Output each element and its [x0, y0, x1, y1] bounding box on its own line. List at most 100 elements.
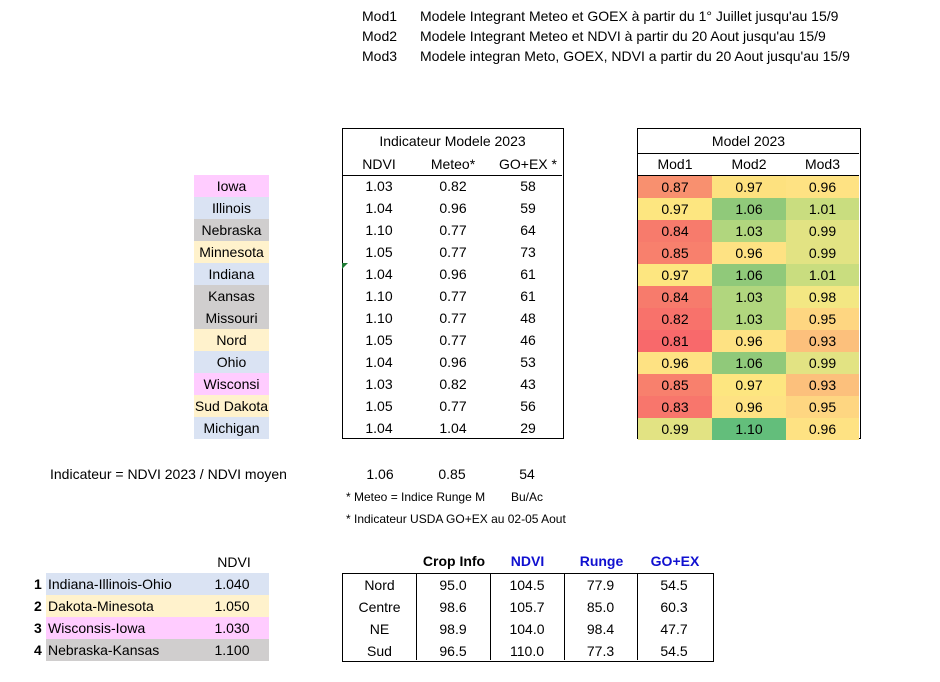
- state-label: Illinois: [194, 197, 269, 219]
- region-ndvi-cell: 104.5: [509, 577, 545, 593]
- model-mod2-cell: 1.03: [712, 220, 786, 242]
- model-mod3-cell: 1.01: [786, 198, 859, 220]
- model-mod2-cell: 0.97: [712, 374, 786, 396]
- model-mod1-cell: 0.96: [638, 352, 712, 374]
- indicator-ndvi-cell: 1.04: [365, 354, 393, 370]
- indicator-meteo-cell: 0.82: [439, 376, 467, 392]
- region-name-cell: Centre: [358, 599, 401, 615]
- indicator-ndvi-cell: 1.03: [365, 376, 393, 392]
- legend-text-mod2: Modele Integrant Meteo et NDVI à partir …: [420, 28, 826, 44]
- model-mod1-cell: 0.83: [638, 396, 712, 418]
- indicator-meteo-cell: 1.04: [439, 420, 467, 436]
- state-label: Iowa: [194, 175, 269, 197]
- group-ndvi-value: 1.100: [214, 642, 250, 658]
- cell-comment-marker: [342, 263, 348, 269]
- legend-text-mod3: Modele integran Meto, GOEX, NDVI a parti…: [420, 48, 850, 64]
- legend-text-mod1: Modele Integrant Meteo et GOEX à partir …: [420, 8, 839, 24]
- model-mod2-cell: 0.97: [712, 176, 786, 198]
- model-table: Model 2023 Mod1 Mod2 Mod3 0.87 0.97 0.96 0.…: [637, 128, 861, 440]
- group-number: 3: [34, 620, 42, 636]
- indicator-goex-cell: 29: [520, 420, 536, 436]
- group-name: Dakota-Minesota: [48, 598, 154, 614]
- region-ndvi-cell: 104.0: [509, 621, 545, 637]
- indicator-goex-cell: 53: [520, 354, 536, 370]
- region-ndvi-cell: 105.7: [509, 599, 545, 615]
- model-mod1-cell: 0.85: [638, 374, 712, 396]
- group-ndvi-value: 1.040: [214, 576, 250, 592]
- model-mod2-cell: 0.96: [712, 396, 786, 418]
- model-mod1-cell: 0.84: [638, 286, 712, 308]
- model-title-divider: [638, 153, 859, 154]
- group-number: 2: [34, 598, 42, 614]
- state-label: Indiana: [194, 263, 269, 285]
- model-mod1-cell: 0.82: [638, 308, 712, 330]
- legend-code-mod2: Mod2: [362, 28, 398, 44]
- region-goex-cell: 54.5: [660, 577, 688, 593]
- indicator-ndvi-cell: 1.05: [365, 244, 393, 260]
- region-runge-cell: 98.4: [586, 621, 615, 637]
- model-mod1-cell: 0.87: [638, 176, 712, 198]
- region-goex-cell: 54.5: [660, 643, 688, 659]
- region-header-ndvi: NDVI: [510, 553, 545, 569]
- model-mod3-cell: 0.95: [786, 308, 859, 330]
- indicator-goex-cell: 59: [520, 200, 536, 216]
- model-mod3-cell: 0.98: [786, 286, 859, 308]
- group-name: Indiana-Illinois-Ohio: [48, 576, 172, 592]
- indicator-ndvi-cell: 1.05: [365, 398, 393, 414]
- legend-code-mod3: Mod3: [362, 48, 398, 64]
- model-mod1-cell: 0.84: [638, 220, 712, 242]
- group-row: Nebraska-Kansas 1.100: [46, 639, 269, 661]
- indicator-header-goex: GO+EX *: [499, 156, 557, 172]
- model-mod1-cell: 0.81: [638, 330, 712, 352]
- indicator-goex-cell: 43: [520, 376, 536, 392]
- group-number: 4: [34, 642, 42, 658]
- indicator-meteo-cell: 0.77: [439, 398, 467, 414]
- indicator-avg-ndvi: 1.06: [366, 466, 394, 482]
- group-row: Wisconsis-Iowa 1.030: [46, 617, 269, 639]
- region-crop-info-cell: 98.9: [439, 621, 467, 637]
- model-header-mod1: Mod1: [657, 156, 693, 172]
- indicator-header-divider: [343, 175, 562, 176]
- indicator-avg-meteo: 0.85: [438, 466, 466, 482]
- indicator-table: Indicateur Modele 2023 NDVI Meteo* GO+EX…: [342, 128, 564, 439]
- region-name-cell: Nord: [364, 577, 395, 593]
- model-table-title: Model 2023: [711, 133, 786, 149]
- model-mod1-cell: 0.97: [638, 264, 712, 286]
- indicator-ndvi-cell: 1.10: [365, 288, 393, 304]
- indicator-ndvi-cell: 1.04: [365, 266, 393, 282]
- region-crop-info-cell: 98.6: [439, 599, 467, 615]
- indicator-goex-cell: 48: [520, 310, 536, 326]
- group-name: Nebraska-Kansas: [48, 642, 160, 658]
- model-mod3-cell: 0.96: [786, 176, 859, 198]
- model-header-mod3: Mod3: [804, 156, 841, 172]
- model-mod2-cell: 1.06: [712, 352, 786, 374]
- indicator-goex-cell: 61: [520, 288, 536, 304]
- model-mod3-cell: 0.95: [786, 396, 859, 418]
- indicator-header-meteo: Meteo*: [430, 156, 476, 172]
- state-label: Missouri: [194, 307, 269, 329]
- indicator-goex-cell: 73: [520, 244, 536, 260]
- region-header-runge: Runge: [579, 553, 624, 569]
- region-col-divider-3: [564, 574, 565, 660]
- model-mod1-cell: 0.99: [638, 418, 712, 440]
- indicator-meteo-cell: 0.96: [439, 354, 467, 370]
- group-number: 1: [34, 576, 42, 592]
- region-header-goex: GO+EX: [650, 553, 700, 569]
- state-label: Sud Dakota: [194, 395, 269, 417]
- indicator-meteo-cell: 0.77: [439, 244, 467, 260]
- group-name: Wisconsis-Iowa: [48, 620, 146, 636]
- region-runge-cell: 85.0: [586, 599, 615, 615]
- model-mod3-cell: 0.99: [786, 220, 859, 242]
- region-col-divider-4: [637, 574, 638, 660]
- region-crop-info-cell: 96.5: [439, 643, 467, 659]
- region-name-cell: Sud: [367, 643, 392, 659]
- indicator-table-title: Indicateur Modele 2023: [379, 133, 526, 149]
- region-col-divider-1: [416, 574, 417, 660]
- legend-code-mod1: Mod1: [362, 8, 398, 24]
- state-label: Michigan: [194, 417, 269, 439]
- indicator-goex-cell: 61: [520, 266, 536, 282]
- indicator-ndvi-cell: 1.04: [365, 200, 393, 216]
- group-row: Indiana-Illinois-Ohio 1.040: [46, 573, 269, 595]
- region-name-cell: NE: [369, 621, 390, 637]
- indicator-ndvi-cell: 1.03: [365, 178, 393, 194]
